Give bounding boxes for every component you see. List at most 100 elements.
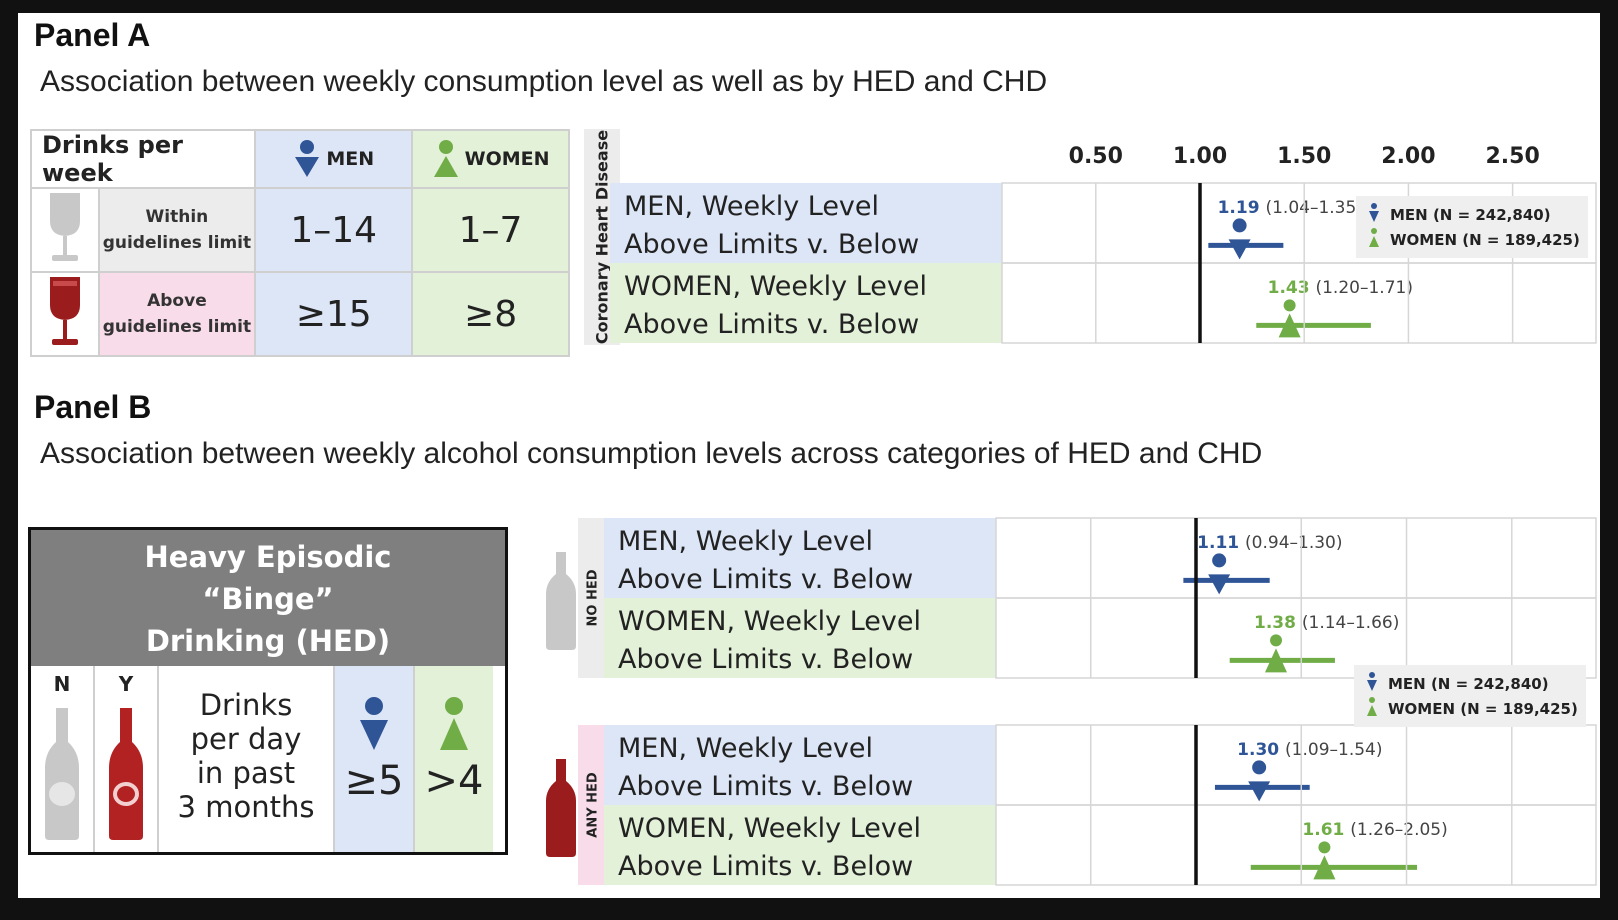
bottle-grey-icon — [546, 552, 576, 650]
row-label-line-2: Above Limits v. Below — [618, 851, 913, 882]
hed-men-column: ≥5 — [335, 666, 415, 852]
row-label-line-1: MEN, Weekly Level — [618, 526, 873, 557]
legend-box — [1354, 665, 1586, 727]
row-label-bg — [610, 263, 1002, 343]
confidence-interval-label: (1.14–1.66) — [1302, 613, 1399, 633]
legend-entry: MEN (N = 242,840) — [1390, 206, 1551, 224]
row-label-line-1: MEN, Weekly Level — [624, 191, 879, 222]
within-guidelines-label: Within guidelines limit — [97, 187, 257, 273]
panel-b-title: Panel B — [34, 389, 152, 425]
legend-women-icon — [1371, 228, 1377, 234]
legend-men-icon — [1369, 211, 1379, 222]
women-estimate-head — [1270, 634, 1282, 647]
women-estimate-head — [1283, 299, 1296, 312]
drinks-line-4: 3 months — [177, 790, 315, 824]
estimate-value: 1.61 — [1302, 820, 1350, 840]
woman-icon — [440, 697, 468, 750]
estimate-annotation: 1.38 (1.14–1.66) — [1254, 613, 1399, 633]
estimate-annotation: 1.11 (0.94–1.30) — [1197, 533, 1342, 553]
row-label-line-2: Above Limits v. Below — [618, 771, 913, 802]
men-above-value: ≥15 — [254, 271, 414, 357]
men-estimate-head — [1232, 218, 1247, 233]
row-plot-cell — [995, 724, 1597, 806]
drinks-per-week-table: Drinks per week MEN WOMEN Within guideli… — [29, 129, 570, 357]
row-label-line-2: Above Limits v. Below — [618, 644, 913, 675]
hed-men-threshold: ≥5 — [344, 758, 404, 804]
hed-body: N Y Drinks per day in past 3 months ≥5 — [31, 666, 505, 852]
estimate-value: 1.19 — [1218, 198, 1266, 218]
hed-definition-box: Heavy Episodic “Binge” Drinking (HED) N … — [28, 527, 508, 855]
row-label-bg — [604, 725, 996, 805]
drinks-line-1: Drinks — [199, 688, 293, 722]
forest-plot-panel-a: Coronary Heart Disease 0.50 1.00 1.50 2.00 2.… — [584, 129, 1597, 345]
men-estimate-marker — [1248, 781, 1271, 802]
panel-a-title: Panel A — [34, 17, 151, 53]
men-within-value: 1–14 — [254, 187, 414, 273]
women-above-value: ≥8 — [411, 271, 570, 357]
estimate-annotation: 1.19 (1.04–1.35) — [1218, 198, 1363, 218]
hed-women-threshold: >4 — [424, 758, 484, 804]
estimate-annotation: 1.30 (1.09–1.54) — [1237, 740, 1382, 760]
women-estimate-marker — [1265, 648, 1287, 673]
men-column-header: MEN — [254, 129, 414, 189]
x-tick-label: 0.50 — [1069, 144, 1123, 169]
panel-b-subtitle: Association between weekly alcohol consu… — [40, 437, 1263, 470]
hed-drinks-column: Drinks per day in past 3 months — [159, 666, 335, 852]
side-label: ANY HED — [586, 772, 601, 838]
forest-plot-panel-b: NO HED MEN, Weekly Level Above Limits v. B… — [546, 517, 1597, 886]
row-label-line-2: Above Limits v. Below — [624, 229, 919, 260]
hed-yes-label: Y — [118, 672, 134, 696]
men-estimate-marker — [1228, 239, 1251, 260]
confidence-interval-label: (1.09–1.54) — [1285, 740, 1382, 760]
row-label-line-2: Above Limits v. Below — [624, 309, 919, 340]
row-plot-cell — [1001, 262, 1597, 344]
side-label-bg — [578, 725, 606, 885]
within-glass-cell — [30, 187, 100, 273]
above-glass-cell — [30, 271, 100, 357]
hed-yes-column: Y — [95, 666, 159, 852]
row-label-line-1: WOMEN, Weekly Level — [624, 271, 927, 302]
man-icon — [295, 140, 320, 177]
bottle-red-icon — [546, 759, 576, 857]
women-within-value: 1–7 — [411, 187, 570, 273]
men-estimate-head — [1252, 760, 1267, 775]
legend-men-icon — [1371, 203, 1377, 209]
hed-title-line-1: Heavy Episodic — [144, 540, 392, 574]
row-label-bg — [610, 183, 1002, 263]
side-label: Coronary Heart Disease — [593, 130, 612, 344]
women-column-header: WOMEN — [411, 129, 570, 189]
row-plot-cell — [995, 597, 1597, 679]
legend-box — [1356, 196, 1588, 258]
hed-no-label: N — [53, 672, 71, 696]
row-label-bg — [604, 518, 996, 598]
panel-a-subtitle: Association between weekly consumption l… — [40, 65, 1048, 98]
legend-entry: WOMEN (N = 189,425) — [1390, 231, 1580, 249]
legend-women-icon — [1369, 697, 1375, 703]
legend-entry: MEN (N = 242,840) — [1388, 675, 1549, 693]
x-tick-label: 1.50 — [1277, 144, 1331, 169]
row-label-line-1: WOMEN, Weekly Level — [618, 813, 921, 844]
confidence-interval-label: (1.26–2.05) — [1350, 820, 1447, 840]
legend-entry: WOMEN (N = 189,425) — [1388, 700, 1578, 718]
confidence-interval-label: (0.94–1.30) — [1245, 533, 1342, 553]
men-estimate-marker — [1208, 574, 1231, 595]
hed-drinks-text: Drinks per day in past 3 months — [159, 666, 333, 824]
wine-glass-red-icon — [49, 277, 80, 345]
row-plot-cell — [995, 517, 1597, 599]
men-estimate-head — [1212, 553, 1227, 568]
legend-men-icon — [1369, 672, 1375, 678]
woman-icon — [433, 140, 458, 177]
row-label-line-1: MEN, Weekly Level — [618, 733, 873, 764]
estimate-value: 1.11 — [1197, 533, 1245, 553]
figure: Panel A Association between weekly consu… — [18, 13, 1600, 898]
men-label: MEN — [326, 148, 375, 170]
drinks-line-3: in past — [196, 756, 296, 790]
row-label-line-1: WOMEN, Weekly Level — [618, 606, 921, 637]
row-plot-cell — [995, 804, 1597, 886]
hed-women-column: >4 — [415, 666, 493, 852]
estimate-value: 1.38 — [1254, 613, 1302, 633]
estimate-annotation: 1.61 (1.26–2.05) — [1302, 820, 1447, 840]
bottle-red-icon — [109, 708, 143, 840]
estimate-value: 1.30 — [1237, 740, 1285, 760]
hed-title-line-3: Drinking (HED) — [145, 624, 391, 658]
